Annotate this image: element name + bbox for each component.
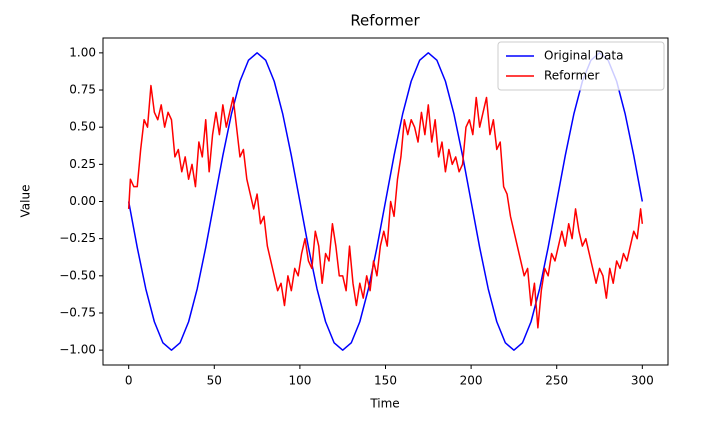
legend-box <box>497 41 665 91</box>
series-line <box>127 52 644 351</box>
y-tick-label: −0.25 <box>59 231 96 245</box>
series-line <box>127 84 644 329</box>
y-tick-label: −0.75 <box>59 305 96 319</box>
y-tick-label: 0.00 <box>69 194 96 208</box>
x-tick-label: 150 <box>374 374 397 388</box>
x-tick-label: 50 <box>207 374 222 388</box>
x-tick-label: 100 <box>288 374 311 388</box>
y-tick-label: 1.00 <box>69 45 96 59</box>
y-tick-label: 0.75 <box>69 83 96 97</box>
legend: Original Data Reformer <box>497 41 665 91</box>
x-axis-label: Time <box>369 397 399 411</box>
y-tick-label: −1.00 <box>59 343 96 357</box>
y-tick-label: 0.50 <box>69 120 96 134</box>
y-tick-label: 0.25 <box>69 157 96 171</box>
legend-label: Original Data <box>544 49 623 63</box>
x-tick-label: 0 <box>125 374 133 388</box>
y-axis-label: Value <box>19 185 33 218</box>
x-tick-label: 300 <box>631 374 654 388</box>
x-tick-label: 250 <box>545 374 568 388</box>
x-tick-label: 200 <box>460 374 483 388</box>
y-tick-label: −0.50 <box>59 268 96 282</box>
legend-label: Reformer <box>544 69 600 83</box>
plot-frame <box>102 37 669 366</box>
chart-title: Reformer <box>350 12 420 30</box>
